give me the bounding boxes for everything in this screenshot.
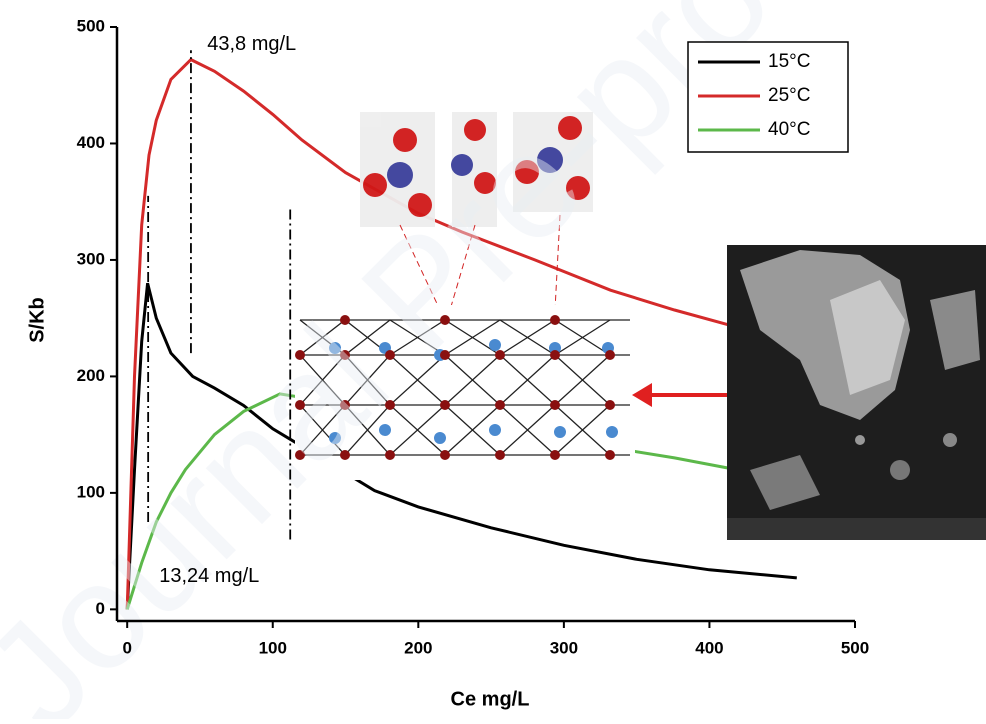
annotation: 43,8 mg/L [207,33,296,55]
y-axis-label: S/Kb [26,297,48,343]
series-line [125,282,797,610]
x-tick-label: 500 [841,638,869,657]
x-tick-label: 0 [122,638,131,657]
y-tick-label: 500 [77,16,105,35]
legend-label: 15°C [768,51,810,72]
annotation: 13,24 mg/L [159,565,259,587]
y-tick-label: 100 [77,482,105,501]
x-tick-label: 100 [259,638,287,657]
crystal-lattice [295,305,728,480]
legend-label: 25°C [768,85,810,106]
nitrate-molecules [360,112,593,311]
x-axis-label: Ce mg/L [451,688,530,710]
sem-image [727,245,986,540]
x-tick-label: 200 [404,638,432,657]
legend-label: 40°C [768,119,810,140]
series-line [125,57,731,610]
legend-box [687,41,849,153]
y-tick-label: 0 [96,599,105,618]
x-tick-label: 400 [695,638,723,657]
y-tick-label: 400 [77,133,105,152]
y-tick-label: 300 [77,249,105,268]
y-tick-label: 200 [77,366,105,385]
x-tick-label: 300 [550,638,578,657]
